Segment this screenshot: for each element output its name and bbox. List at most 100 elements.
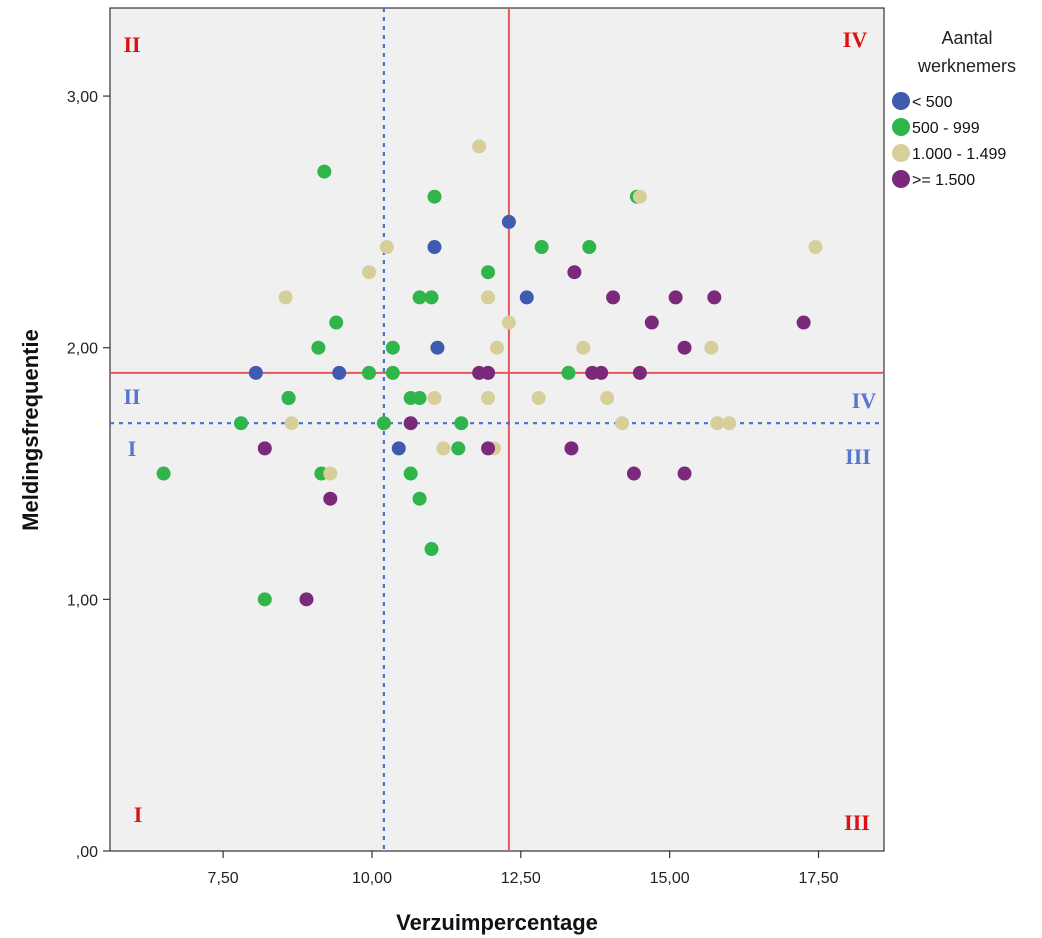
y-axis-title: Meldingsfrequentie <box>18 329 43 531</box>
legend-label: 1.000 - 1.499 <box>912 146 1006 163</box>
data-point <box>632 365 647 380</box>
y-tick-label: 2,00 <box>67 341 98 358</box>
data-point <box>615 416 630 431</box>
data-point <box>481 391 496 406</box>
data-point <box>564 441 579 456</box>
data-point <box>582 240 597 255</box>
data-point <box>481 365 496 380</box>
data-point <box>278 290 293 305</box>
data-point <box>567 265 582 280</box>
x-tick-label: 7,50 <box>208 870 239 887</box>
quadrant-label: III <box>844 810 870 835</box>
legend-marker <box>892 92 910 110</box>
data-point <box>710 416 725 431</box>
data-points <box>156 139 823 607</box>
data-point <box>391 441 406 456</box>
y-tick-label: ,00 <box>76 844 98 861</box>
data-point <box>361 265 376 280</box>
data-point <box>808 240 823 255</box>
data-point <box>427 240 442 255</box>
data-point <box>385 365 400 380</box>
quadrant-label: II <box>123 32 140 57</box>
data-point <box>796 315 811 330</box>
x-tick-label: 12,50 <box>501 870 541 887</box>
data-point <box>531 391 546 406</box>
legend-marker <box>892 118 910 136</box>
quadrant-label: I <box>134 802 143 827</box>
data-point <box>233 416 248 431</box>
data-point <box>317 164 332 179</box>
data-point <box>704 340 719 355</box>
y-tick-label: 3,00 <box>67 89 98 106</box>
legend-title-line-2: werknemers <box>917 56 1016 76</box>
data-point <box>600 391 615 406</box>
data-point <box>412 491 427 506</box>
data-point <box>379 240 394 255</box>
data-point <box>424 542 439 557</box>
legend-marker <box>892 170 910 188</box>
data-point <box>257 592 272 607</box>
x-tick-label: 10,00 <box>352 870 392 887</box>
data-point <box>707 290 722 305</box>
data-point <box>644 315 659 330</box>
data-point <box>311 340 326 355</box>
data-point <box>361 365 376 380</box>
data-point <box>323 491 338 506</box>
data-point <box>501 214 516 229</box>
data-point <box>436 441 451 456</box>
legend-label: < 500 <box>912 94 953 111</box>
data-point <box>329 315 344 330</box>
data-point <box>385 340 400 355</box>
data-point <box>490 340 504 355</box>
data-point <box>451 441 466 456</box>
data-point <box>427 189 442 204</box>
data-point <box>323 466 338 481</box>
data-point <box>430 340 445 355</box>
data-point <box>501 315 516 330</box>
quadrant-label: IV <box>852 388 877 413</box>
data-point <box>427 391 442 406</box>
data-point <box>403 466 418 481</box>
data-point <box>519 290 534 305</box>
quadrant-label: I <box>128 436 137 461</box>
quadrant-label: II <box>123 384 140 409</box>
data-point <box>454 416 469 431</box>
x-axis: 7,50 10,00 12,50 15,00 17,50 <box>208 851 839 887</box>
data-point <box>403 416 418 431</box>
data-point <box>677 466 692 481</box>
data-point <box>677 340 692 355</box>
data-point <box>594 365 609 380</box>
data-point <box>481 265 496 280</box>
y-tick-label: 1,00 <box>67 592 98 609</box>
x-tick-label: 17,50 <box>798 870 838 887</box>
data-point <box>576 340 591 355</box>
data-point <box>156 466 171 481</box>
x-axis-title: Verzuimpercentage <box>396 910 598 935</box>
data-point <box>424 290 439 305</box>
data-point <box>299 592 314 607</box>
data-point <box>632 189 647 204</box>
legend-label: >= 1.500 <box>912 172 975 189</box>
legend-marker <box>892 144 910 162</box>
data-point <box>626 466 641 481</box>
data-point <box>412 391 427 406</box>
data-point <box>481 441 496 456</box>
x-tick-label: 15,00 <box>650 870 690 887</box>
data-point <box>481 290 496 305</box>
data-point <box>668 290 683 305</box>
data-point <box>561 365 576 380</box>
data-point <box>248 365 263 380</box>
data-point <box>472 139 487 154</box>
data-point <box>284 416 299 431</box>
plot-area <box>109 7 885 852</box>
data-point <box>534 240 549 255</box>
quadrant-label: IV <box>843 27 868 52</box>
legend-title-line-1: Aantal <box>941 28 992 48</box>
data-point <box>722 416 737 431</box>
data-point <box>281 391 296 406</box>
legend: Aantal werknemers < 500 500 - 999 1.000 - … <box>892 28 1016 189</box>
y-axis: ,00 1,00 2,00 3,00 <box>67 89 110 861</box>
data-point <box>412 290 427 305</box>
